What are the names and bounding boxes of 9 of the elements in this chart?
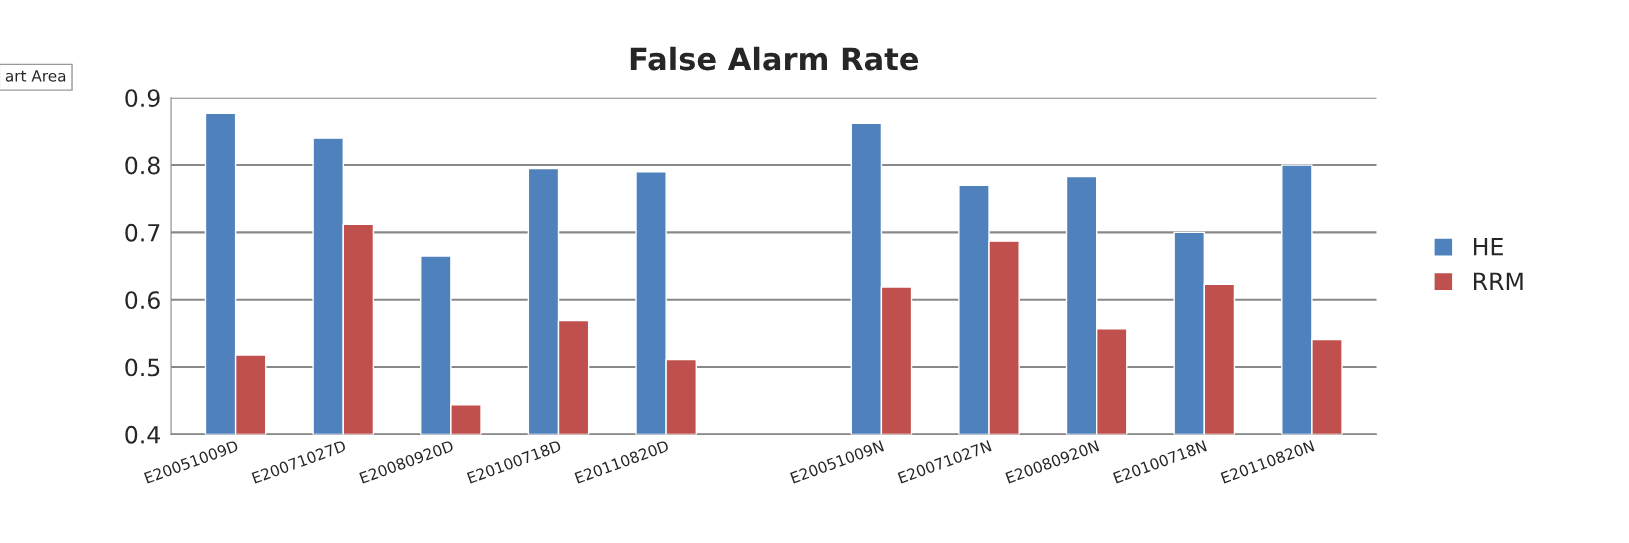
text: art Area — [5, 70, 66, 82]
y-tick-label: 0.9 — [125, 89, 160, 108]
legend-label: RRM — [1474, 272, 1523, 290]
y-tick-label: 0.7 — [125, 223, 160, 242]
legend-label: HE — [1474, 238, 1503, 256]
chart-title: False Alarm Rate — [630, 46, 919, 71]
y-tick-label: 0.6 — [125, 291, 160, 310]
y-tick-label: 0.8 — [125, 156, 160, 175]
y-tick-label: 0.5 — [125, 358, 160, 377]
